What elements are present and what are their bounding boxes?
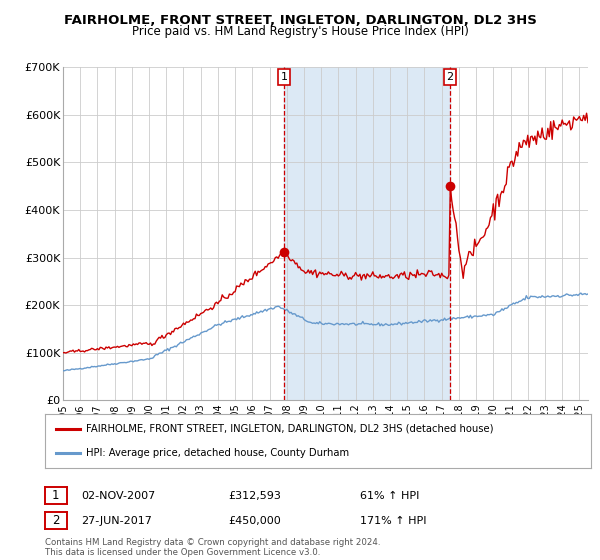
Bar <box>284 67 450 400</box>
Text: FAIRHOLME, FRONT STREET, INGLETON, DARLINGTON, DL2 3HS (detached house): FAIRHOLME, FRONT STREET, INGLETON, DARLI… <box>86 424 493 434</box>
Text: Contains HM Land Registry data © Crown copyright and database right 2024.
This d: Contains HM Land Registry data © Crown c… <box>45 538 380 557</box>
Text: HPI: Average price, detached house, County Durham: HPI: Average price, detached house, Coun… <box>86 448 349 458</box>
Text: 1: 1 <box>281 72 287 82</box>
Text: 171% ↑ HPI: 171% ↑ HPI <box>360 516 427 526</box>
Text: £312,593: £312,593 <box>228 491 281 501</box>
Text: 2: 2 <box>52 514 59 528</box>
Text: Price paid vs. HM Land Registry's House Price Index (HPI): Price paid vs. HM Land Registry's House … <box>131 25 469 38</box>
Text: £450,000: £450,000 <box>228 516 281 526</box>
Text: 61% ↑ HPI: 61% ↑ HPI <box>360 491 419 501</box>
Text: 2: 2 <box>446 72 454 82</box>
Text: FAIRHOLME, FRONT STREET, INGLETON, DARLINGTON, DL2 3HS: FAIRHOLME, FRONT STREET, INGLETON, DARLI… <box>64 14 536 27</box>
Text: 27-JUN-2017: 27-JUN-2017 <box>82 516 152 526</box>
Text: 1: 1 <box>52 489 59 502</box>
Text: 02-NOV-2007: 02-NOV-2007 <box>82 491 156 501</box>
